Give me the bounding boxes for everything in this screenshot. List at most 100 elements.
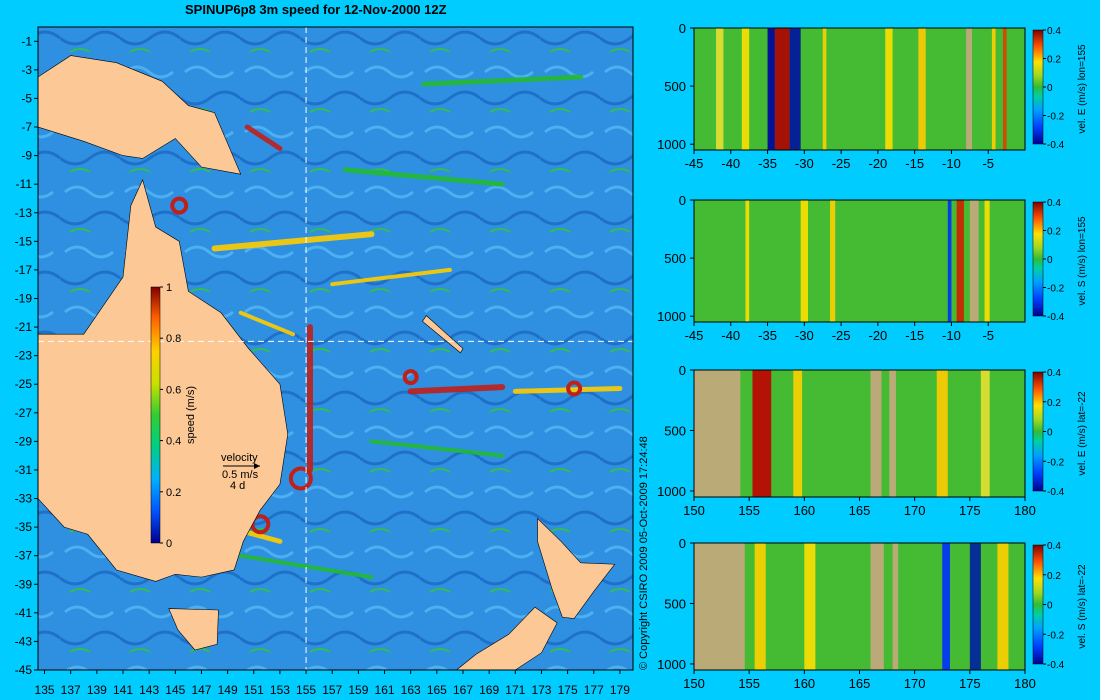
velocity-key-duration: 4 d bbox=[230, 480, 245, 492]
section-feature bbox=[752, 370, 772, 497]
section-y-tick-label: 1000 bbox=[657, 137, 686, 152]
section-colorbar-label: vel. S (m/s) lon=155 bbox=[1077, 216, 1088, 306]
section-x-tick-label: 160 bbox=[793, 503, 815, 518]
section-colorbar-label: vel. E (m/s) lon=155 bbox=[1077, 44, 1088, 134]
section-x-tick-label: -40 bbox=[721, 156, 740, 171]
map-x-tick-label: 169 bbox=[479, 683, 499, 697]
map-x-tick-label: 147 bbox=[191, 683, 211, 697]
section-x-tick-label: -20 bbox=[868, 156, 887, 171]
map-x-tick-label: 175 bbox=[558, 683, 578, 697]
section-x-tick-label: 180 bbox=[1014, 503, 1036, 518]
section-colorbar-tick-label: 0 bbox=[1047, 83, 1053, 94]
map-y-tick-label: -19 bbox=[15, 291, 33, 305]
section-colorbar bbox=[1032, 544, 1044, 665]
map-y-tick-label: -29 bbox=[15, 434, 33, 448]
section-colorbar-tick-label: 0.2 bbox=[1047, 571, 1061, 582]
colorbar-tick-label: 0.6 bbox=[166, 384, 181, 396]
section-x-tick-label: 165 bbox=[849, 676, 871, 691]
section-x-tick-label: 175 bbox=[959, 503, 981, 518]
map-frame bbox=[37, 26, 634, 671]
section-feature bbox=[956, 200, 964, 322]
eddy bbox=[288, 466, 313, 491]
section-feature bbox=[991, 28, 996, 150]
section-feature bbox=[966, 28, 973, 150]
section-feature bbox=[947, 200, 952, 322]
section-feature bbox=[822, 28, 827, 150]
map-y-tick-label: -13 bbox=[15, 206, 33, 220]
map-y-tick-label: -5 bbox=[21, 91, 32, 105]
section-x-tick-label: 150 bbox=[683, 676, 705, 691]
map-x-tick-label: 155 bbox=[296, 683, 316, 697]
section-y-tick-label: 1000 bbox=[657, 657, 686, 672]
map-y-tick-label: -15 bbox=[15, 234, 33, 248]
new-guinea-land bbox=[37, 55, 242, 175]
velocity-key-speed: 0.5 m/s bbox=[222, 469, 259, 481]
tasmania-land bbox=[168, 608, 219, 651]
section-colorbar-tick-label: 0 bbox=[1047, 255, 1053, 266]
map-x-tick-label: 153 bbox=[270, 683, 290, 697]
colorbar-tick-label: 0 bbox=[166, 538, 172, 550]
map-y-tick-label: -17 bbox=[15, 263, 33, 277]
current-streak bbox=[238, 310, 295, 337]
section-x-tick-label: -20 bbox=[868, 328, 887, 343]
colorbar-label: speed (m/s) bbox=[185, 386, 197, 444]
section-feature bbox=[804, 543, 816, 670]
current-streak bbox=[330, 267, 452, 287]
section-feature bbox=[767, 28, 775, 150]
section-x-tick-label: -25 bbox=[832, 328, 851, 343]
section-x-tick-label: 160 bbox=[793, 676, 815, 691]
map-y-tick-label: -11 bbox=[16, 177, 33, 191]
section-y-tick-label: 0 bbox=[679, 536, 686, 551]
map-x-tick-label: 145 bbox=[165, 683, 185, 697]
section-y-tick-label: 500 bbox=[664, 423, 686, 438]
copyright-text: © Copyright CSIRO 2009 05-Oct-2009 17:24… bbox=[638, 436, 650, 670]
section-colorbar bbox=[1032, 201, 1044, 317]
section-colorbar-tick-label: 0.2 bbox=[1047, 398, 1061, 409]
section-x-tick-label: -5 bbox=[982, 328, 994, 343]
section-x-tick-label: -30 bbox=[795, 156, 814, 171]
section-colorbar-tick-label: -0.2 bbox=[1047, 112, 1065, 123]
map-y-tick-label: -41 bbox=[15, 606, 33, 620]
section-colorbar-label: vel. E (m/s) lat=-22 bbox=[1077, 391, 1088, 476]
australia-land bbox=[37, 179, 289, 582]
section-feature bbox=[793, 370, 803, 497]
map-y-tick-label: -23 bbox=[15, 349, 33, 363]
speed-colorbar bbox=[150, 286, 161, 544]
section-feature bbox=[1002, 28, 1007, 150]
section-y-tick-label: 1000 bbox=[657, 309, 686, 324]
map-x-tick-label: 173 bbox=[531, 683, 551, 697]
section-feature bbox=[870, 370, 882, 497]
map-y-tick-label: -3 bbox=[21, 63, 32, 77]
map-x-tick-label: 139 bbox=[87, 683, 107, 697]
section-y-tick-label: 0 bbox=[679, 21, 686, 36]
map-y-tick-label: -37 bbox=[15, 549, 33, 563]
section-colorbar-tick-label: -0.4 bbox=[1047, 312, 1065, 323]
section-feature bbox=[694, 543, 745, 670]
section-x-tick-label: -35 bbox=[758, 156, 777, 171]
section-colorbar-label: vel. S (m/s) lat=-22 bbox=[1077, 564, 1088, 649]
section-colorbar-tick-label: 0.2 bbox=[1047, 55, 1061, 66]
map-x-tick-label: 167 bbox=[453, 683, 473, 697]
section-x-tick-label: -35 bbox=[758, 328, 777, 343]
section-feature bbox=[754, 543, 766, 670]
map-x-tick-label: 157 bbox=[322, 683, 342, 697]
section-x-tick-label: 155 bbox=[738, 676, 760, 691]
section-feature bbox=[997, 543, 1009, 670]
map-x-tick-label: 177 bbox=[584, 683, 604, 697]
section-colorbar-tick-label: -0.4 bbox=[1047, 140, 1065, 151]
colorbar-tick-label: 0.4 bbox=[166, 436, 181, 448]
section-colorbar-tick-label: -0.2 bbox=[1047, 457, 1065, 468]
colorbar-tick-label: 1 bbox=[166, 282, 172, 294]
section-colorbar-tick-label: 0.4 bbox=[1047, 541, 1061, 552]
colorbar-tick-label: 0.2 bbox=[166, 487, 181, 499]
section-feature bbox=[741, 28, 750, 150]
section-feature bbox=[936, 370, 948, 497]
section-y-tick-label: 0 bbox=[679, 193, 686, 208]
section-feature bbox=[716, 28, 724, 150]
section-feature bbox=[694, 370, 741, 497]
section-x-tick-label: -40 bbox=[721, 328, 740, 343]
map-y-tick-label: -33 bbox=[15, 492, 33, 506]
section-x-tick-label: -15 bbox=[905, 328, 924, 343]
section-colorbar-tick-label: -0.2 bbox=[1047, 630, 1065, 641]
